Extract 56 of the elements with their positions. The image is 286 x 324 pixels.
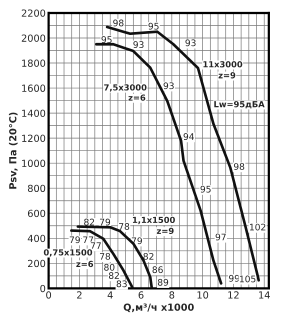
x-tick-label: 2	[77, 291, 82, 299]
annotation: 95	[148, 22, 159, 30]
annotation: 98	[113, 20, 124, 26]
annotation: z=6	[128, 94, 146, 101]
y-tick-label: 1400	[22, 110, 46, 117]
y-tick-label: 0	[40, 284, 46, 292]
annotation: 80	[104, 264, 114, 271]
y-tick-label: 200	[28, 260, 46, 268]
x-tick-label: 12	[228, 291, 239, 299]
x-tick-label: 14	[259, 291, 270, 299]
annotation: 82	[143, 252, 154, 260]
y-tick-label: 400	[28, 234, 46, 242]
annotation: Lw=95дБА	[214, 101, 265, 108]
y-tick-label: 2000	[22, 34, 46, 42]
annotation: 105	[240, 276, 256, 282]
annotation: 78	[119, 223, 130, 230]
annotation: z=6	[76, 260, 94, 268]
y-tick-label: 600	[28, 210, 46, 218]
annotation: 93	[133, 41, 144, 48]
x-tick-label: 10	[198, 291, 208, 299]
x-tick-label: 4	[108, 291, 113, 299]
y-tick-label: 2200	[22, 9, 46, 17]
y-tick-label: 1800	[22, 60, 46, 67]
annotation: 89	[158, 278, 168, 286]
annotation: 95	[102, 36, 112, 43]
annotation: 93	[164, 82, 174, 90]
y-tick-label: 1200	[22, 134, 46, 142]
annotation: 97	[216, 234, 226, 240]
annotation: 0,75x1500	[44, 249, 92, 257]
x-tick-label: 0	[46, 291, 52, 299]
annotation: z=9	[156, 228, 174, 234]
y-tick-label: 800	[28, 184, 46, 192]
annotation: 77	[90, 242, 101, 249]
annotation: 86	[152, 266, 163, 274]
annotation: 78	[100, 252, 110, 260]
annotation: z=9	[218, 72, 236, 78]
annotation: 79	[70, 236, 80, 244]
annotation: 11x3000	[203, 61, 242, 68]
x-tick-label: 8	[169, 291, 174, 299]
annotation: 93	[185, 39, 196, 46]
annotation: 99	[229, 274, 240, 282]
x-axis-title: Q,м³/ч x1000	[124, 303, 194, 312]
annotation: 95	[200, 186, 211, 193]
annotation: 82	[84, 218, 94, 226]
annotation: 102	[250, 224, 266, 231]
x-tick-label: 6	[138, 291, 144, 299]
annotation: 82	[108, 272, 119, 279]
annotation: 79	[100, 218, 110, 226]
y-axis-title: Psv, Па (20°C)	[8, 112, 18, 189]
y-tick-label: 1000	[22, 160, 46, 168]
annotation: 1,1x1500	[132, 216, 175, 224]
annotation: 94	[184, 133, 194, 140]
annotation: 98	[234, 163, 244, 170]
annotation: 7,5x3000	[104, 84, 147, 92]
annotation: 83	[116, 280, 127, 288]
y-tick-label: 1600	[22, 84, 46, 92]
